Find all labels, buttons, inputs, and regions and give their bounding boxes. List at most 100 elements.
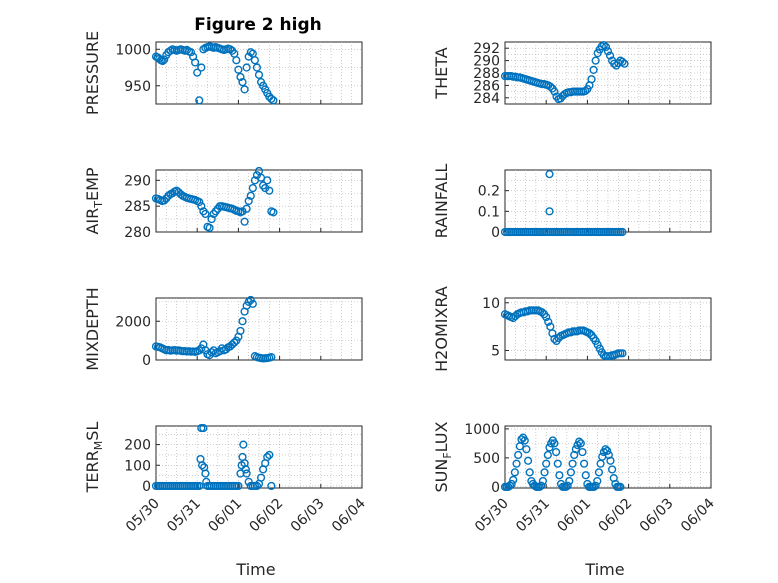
data-point (608, 465, 617, 474)
data-point (542, 459, 551, 468)
y-axis-label-main: H2OMIXRA (432, 286, 451, 372)
data-series (151, 42, 278, 105)
data-series (500, 433, 625, 491)
data-point (603, 446, 612, 456)
data-point (263, 176, 272, 185)
data-point (248, 299, 257, 308)
data-point (256, 473, 266, 482)
x-axis-label-left: Time (235, 560, 275, 579)
data-point (238, 317, 247, 326)
data-point (182, 45, 192, 55)
y-axis-label-rest: LUX (432, 421, 451, 452)
y-axis-label-main: TERR (83, 450, 102, 493)
data-point (575, 437, 584, 446)
y-axis-label: RAINFALL (432, 164, 451, 239)
y-axis-label-subscript: F (441, 452, 454, 458)
data-point (195, 481, 204, 491)
data-point (581, 86, 590, 96)
data-series (151, 295, 276, 363)
y-axis-label: THETA (432, 47, 451, 99)
y-tick-label: 280 (124, 225, 151, 241)
data-point (580, 459, 589, 468)
data-point (252, 63, 262, 72)
data-point (244, 196, 253, 206)
data-point (195, 197, 204, 207)
data-point (193, 68, 202, 77)
y-tick-label: 292 (473, 41, 500, 57)
y-tick-label: 200 (124, 438, 151, 454)
data-point (616, 482, 625, 491)
subplot-air_temp: 280 285 290 AIRTEMP (83, 166, 363, 241)
y-axis-label-main: PRESSURE (83, 31, 102, 115)
y-tick-label: 0 (491, 225, 500, 241)
data-point (238, 78, 247, 87)
y-tick-label: 5 (491, 343, 500, 359)
data-point (555, 471, 564, 480)
subplot-pressure: 950 1000 PRESSURE (83, 31, 363, 115)
data-point (269, 208, 278, 217)
y-axis-label-rest: EMP (83, 167, 102, 201)
y-axis-label-main: RAINFALL (432, 164, 451, 239)
data-point (618, 349, 627, 358)
data-point (252, 171, 262, 180)
data-point (246, 48, 255, 57)
data-point (546, 82, 555, 91)
data-point (261, 183, 270, 193)
data-point (593, 476, 602, 486)
data-point (610, 59, 619, 68)
data-point (265, 450, 274, 460)
data-point (618, 227, 627, 237)
data-point (186, 48, 196, 57)
data-point (545, 207, 554, 216)
data-point (543, 450, 552, 460)
data-point (254, 70, 264, 79)
data-point (207, 214, 216, 224)
data-point (232, 56, 241, 65)
y-axis-label-subscript: M (92, 441, 105, 451)
data-point (164, 191, 173, 200)
data-point (537, 308, 547, 317)
data-point (576, 439, 585, 448)
data-point (550, 439, 559, 448)
y-tick-label: 286 (473, 78, 500, 94)
data-point (550, 87, 559, 96)
data-point (267, 481, 276, 491)
data-point (236, 326, 245, 336)
data-point (226, 45, 235, 54)
y-tick-label: 100 (124, 458, 151, 474)
data-point (265, 186, 274, 195)
data-point (591, 481, 600, 490)
data-series (151, 423, 276, 491)
data-series (151, 166, 278, 232)
data-point (234, 65, 243, 74)
data-point (195, 96, 204, 105)
y-tick-label: 0 (142, 479, 151, 495)
data-point (544, 317, 553, 326)
data-point (566, 468, 576, 477)
data-point (269, 96, 278, 105)
data-point (240, 85, 249, 94)
data-point (160, 55, 169, 64)
data-point (252, 481, 262, 491)
y-tick-label: 290 (124, 173, 151, 189)
data-point (540, 468, 549, 477)
data-point (242, 63, 251, 72)
y-tick-label: 2000 (115, 314, 151, 330)
data-point (242, 469, 251, 478)
y-tick-label: 284 (473, 91, 500, 107)
data-point (197, 202, 206, 211)
data-point (507, 479, 516, 489)
y-axis-label: SUNFLUX (432, 421, 454, 492)
data-point (563, 481, 572, 490)
data-point (568, 459, 577, 468)
data-point (542, 312, 551, 322)
data-point (520, 436, 529, 445)
data-point (509, 475, 518, 484)
data-point (242, 204, 251, 213)
y-tick-label: 0.2 (478, 184, 500, 200)
x-axis-label-right: Time (584, 560, 624, 579)
y-axis-label: H2OMIXRA (432, 286, 451, 372)
data-series (500, 306, 627, 361)
